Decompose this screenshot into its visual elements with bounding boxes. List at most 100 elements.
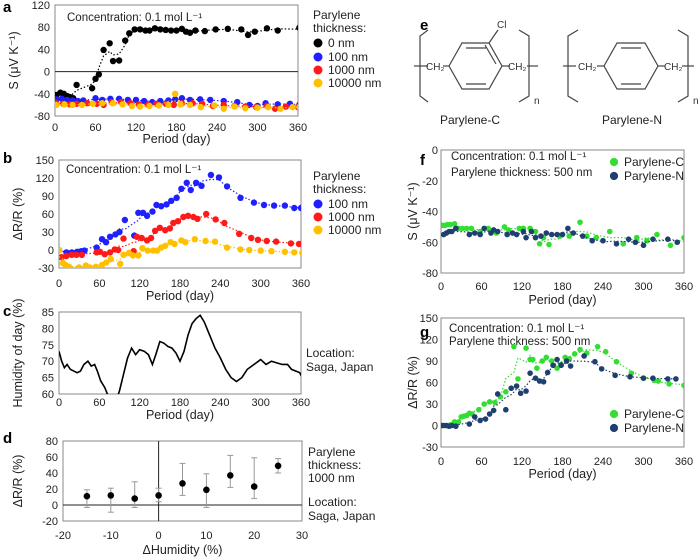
data-point bbox=[543, 230, 550, 236]
data-point bbox=[242, 105, 249, 112]
y-tick-label: -80 bbox=[34, 111, 50, 123]
data-point bbox=[227, 472, 234, 479]
data-point bbox=[666, 381, 672, 387]
data-point bbox=[492, 399, 498, 406]
data-point bbox=[528, 228, 535, 235]
y-tick-label: 120 bbox=[32, 0, 50, 12]
data-point bbox=[543, 354, 550, 361]
data-point bbox=[463, 225, 470, 232]
legend-title-b: thickness: bbox=[313, 182, 366, 196]
side-note-d: Location: bbox=[308, 495, 357, 509]
data-point bbox=[173, 194, 180, 201]
data-point bbox=[135, 252, 142, 259]
data-point bbox=[212, 216, 219, 223]
series-100-nm bbox=[59, 171, 301, 256]
x-tick-label: 360 bbox=[289, 122, 307, 134]
data-point bbox=[494, 228, 501, 235]
y-tick-label: 80 bbox=[46, 436, 58, 448]
y-tick-label: 150 bbox=[420, 313, 438, 325]
x-tick-label: 60 bbox=[475, 456, 487, 468]
data-point bbox=[116, 228, 123, 236]
x-tick-label: 180 bbox=[171, 278, 189, 290]
data-point bbox=[633, 234, 640, 241]
x-tick-label: 180 bbox=[553, 456, 571, 468]
data-point bbox=[155, 102, 163, 109]
data-point bbox=[102, 239, 110, 246]
x-tick-label: 10 bbox=[200, 530, 212, 542]
data-point bbox=[223, 244, 231, 251]
y-tick-label: -20 bbox=[42, 516, 58, 528]
y-axis-label: ΔR/R (%) bbox=[11, 455, 25, 508]
y-tick-label: 85 bbox=[42, 307, 54, 319]
data-point bbox=[106, 249, 114, 256]
data-point bbox=[471, 414, 478, 420]
x-axis-label: Period (day) bbox=[528, 467, 596, 481]
data-point bbox=[584, 233, 590, 239]
data-point bbox=[667, 242, 674, 249]
x-axis-label: ΔHumidity (%) bbox=[143, 543, 223, 557]
data-point bbox=[106, 233, 114, 240]
x-tick-label: 20 bbox=[248, 530, 260, 542]
y-tick-label: 80 bbox=[38, 22, 50, 34]
legend-label: Parylene-N bbox=[624, 169, 684, 183]
data-point bbox=[490, 407, 497, 414]
data-point bbox=[274, 462, 282, 470]
x-tick-label: 360 bbox=[675, 281, 693, 293]
data-point bbox=[504, 231, 510, 238]
legend-label: 100 nm bbox=[328, 197, 368, 211]
data-point bbox=[508, 385, 514, 392]
x-tick-label: -10 bbox=[103, 530, 119, 542]
data-point bbox=[665, 376, 671, 382]
data-point bbox=[173, 27, 180, 34]
x-tick-label: 60 bbox=[89, 122, 101, 134]
data-point bbox=[534, 365, 540, 371]
structure-parylene-c bbox=[414, 29, 538, 103]
plot-area bbox=[83, 454, 282, 513]
y-tick-label: 30 bbox=[426, 399, 438, 411]
data-point bbox=[559, 231, 566, 238]
data-point bbox=[135, 209, 142, 216]
data-point bbox=[654, 231, 660, 238]
legend-marker bbox=[313, 199, 323, 209]
x-tick-label: 120 bbox=[130, 278, 148, 290]
data-point bbox=[567, 363, 574, 369]
ch2-label: CH₂ bbox=[426, 62, 444, 73]
data-point bbox=[532, 228, 539, 235]
plot-frame bbox=[440, 317, 685, 448]
data-point bbox=[254, 104, 261, 111]
data-point bbox=[477, 231, 483, 238]
data-point bbox=[128, 102, 136, 110]
data-point bbox=[96, 248, 104, 255]
data-point bbox=[168, 197, 175, 204]
data-point bbox=[523, 345, 529, 351]
data-point bbox=[468, 225, 475, 232]
data-point bbox=[73, 81, 80, 89]
y-tick-label: 70 bbox=[42, 356, 54, 368]
data-point bbox=[272, 238, 280, 245]
data-point bbox=[613, 240, 620, 247]
chart-d: -20 -10 0 10 20 30 -20 0 20 40 60 80 ΔHumidity (%) ΔR… bbox=[11, 436, 308, 557]
data-point bbox=[632, 239, 639, 246]
data-point bbox=[237, 246, 244, 253]
series bbox=[83, 454, 282, 513]
data-point bbox=[162, 242, 169, 249]
data-point bbox=[171, 240, 178, 248]
y-axis-label: S (μV K⁻¹) bbox=[406, 182, 420, 240]
annotation-b: Concentration: 0.1 mol L⁻¹ bbox=[66, 164, 201, 176]
annotation-a: Concentration: 0.1 mol L⁻¹ bbox=[67, 12, 202, 24]
x-tick-label: 300 bbox=[251, 397, 269, 409]
data-point bbox=[540, 378, 547, 385]
data-point bbox=[119, 101, 126, 108]
data-point bbox=[532, 234, 539, 241]
data-point bbox=[453, 225, 459, 232]
x-tick-label: 30 bbox=[296, 530, 308, 542]
data-point bbox=[263, 25, 271, 32]
data-point bbox=[223, 183, 231, 190]
y-tick-label: -40 bbox=[34, 89, 50, 101]
data-point bbox=[536, 240, 543, 247]
x-tick-label: 120 bbox=[513, 281, 531, 293]
data-point bbox=[201, 27, 209, 35]
y-tick-label: -30 bbox=[422, 442, 438, 454]
data-point bbox=[548, 358, 555, 364]
